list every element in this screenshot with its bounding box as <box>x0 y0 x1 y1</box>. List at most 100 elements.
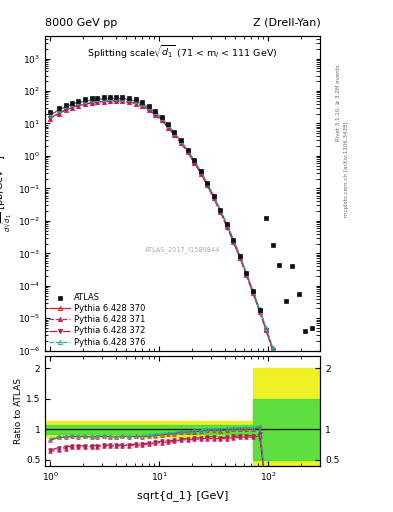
ATLAS <box>178 136 184 144</box>
Line: Pythia 6.428 372: Pythia 6.428 372 <box>48 99 314 484</box>
Pythia 6.428 376 <box>238 253 242 259</box>
Pythia 6.428 371 <box>101 99 106 105</box>
Text: Splitting scale$\sqrt{d_1}$ (71 < m$_l$ < 111 GeV): Splitting scale$\sqrt{d_1}$ (71 < m$_l$ … <box>88 44 278 61</box>
Pythia 6.428 372 <box>178 140 183 146</box>
Pythia 6.428 376 <box>251 288 255 294</box>
ATLAS <box>243 269 250 278</box>
Line: Pythia 6.428 370: Pythia 6.428 370 <box>48 96 314 483</box>
Pythia 6.428 370 <box>290 409 295 415</box>
Pythia 6.428 370 <box>134 98 138 104</box>
Pythia 6.428 372 <box>198 170 203 176</box>
Pythia 6.428 371 <box>231 239 236 245</box>
ATLAS <box>171 128 178 136</box>
Pythia 6.428 372 <box>238 254 242 261</box>
Pythia 6.428 376 <box>211 193 216 199</box>
Bar <box>45 425 253 434</box>
Pythia 6.428 372 <box>120 98 125 104</box>
Pythia 6.428 376 <box>257 306 262 312</box>
Pythia 6.428 376 <box>146 104 151 111</box>
Pythia 6.428 372 <box>270 347 275 353</box>
ATLAS <box>101 93 107 101</box>
Pythia 6.428 376 <box>101 96 106 102</box>
Pythia 6.428 376 <box>48 112 53 118</box>
Pythia 6.428 372 <box>159 117 164 123</box>
Pythia 6.428 370 <box>48 112 53 118</box>
Pythia 6.428 370 <box>57 107 61 113</box>
Pythia 6.428 376 <box>178 138 183 144</box>
Pythia 6.428 371 <box>277 368 281 374</box>
Pythia 6.428 371 <box>244 272 249 279</box>
ATLAS <box>107 93 113 101</box>
Pythia 6.428 372 <box>134 100 138 106</box>
Line: Pythia 6.428 376: Pythia 6.428 376 <box>48 96 314 482</box>
Pythia 6.428 371 <box>283 389 288 395</box>
Pythia 6.428 371 <box>310 479 314 485</box>
Pythia 6.428 372 <box>218 209 223 215</box>
Pythia 6.428 370 <box>89 97 94 103</box>
ATLAS <box>270 241 276 249</box>
Pythia 6.428 371 <box>211 196 216 202</box>
Pythia 6.428 370 <box>146 104 151 111</box>
Pythia 6.428 372 <box>224 223 229 229</box>
Legend: ATLAS, Pythia 6.428 370, Pythia 6.428 371, Pythia 6.428 372, Pythia 6.428 376: ATLAS, Pythia 6.428 370, Pythia 6.428 37… <box>48 291 147 348</box>
ATLAS <box>94 93 100 101</box>
Pythia 6.428 372 <box>257 308 262 314</box>
Bar <box>253 399 320 460</box>
Pythia 6.428 372 <box>303 455 308 461</box>
Pythia 6.428 371 <box>178 140 183 146</box>
Pythia 6.428 371 <box>159 117 164 123</box>
Pythia 6.428 371 <box>48 116 53 122</box>
Pythia 6.428 376 <box>224 221 229 227</box>
Pythia 6.428 376 <box>172 130 177 136</box>
Text: mcplots.cern.ch [arXiv:1306.3438]: mcplots.cern.ch [arXiv:1306.3438] <box>344 121 349 217</box>
Pythia 6.428 371 <box>83 101 88 108</box>
Pythia 6.428 376 <box>283 386 288 392</box>
Pythia 6.428 372 <box>231 239 236 245</box>
ATLAS <box>198 167 204 175</box>
Pythia 6.428 376 <box>120 96 125 102</box>
Pythia 6.428 376 <box>76 99 81 105</box>
ATLAS <box>63 100 69 109</box>
Pythia 6.428 370 <box>101 96 106 102</box>
Pythia 6.428 376 <box>310 477 314 483</box>
ATLAS <box>184 145 191 154</box>
Pythia 6.428 376 <box>127 96 132 102</box>
Pythia 6.428 376 <box>70 101 75 107</box>
Pythia 6.428 376 <box>89 97 94 103</box>
ATLAS <box>276 261 282 269</box>
Pythia 6.428 376 <box>290 408 295 414</box>
Bar <box>45 421 253 437</box>
Pythia 6.428 372 <box>101 98 106 104</box>
Pythia 6.428 372 <box>165 124 170 130</box>
Pythia 6.428 372 <box>107 98 112 104</box>
Pythia 6.428 370 <box>283 387 288 393</box>
Pythia 6.428 371 <box>172 132 177 138</box>
Text: Z (Drell-Yan): Z (Drell-Yan) <box>253 18 320 28</box>
Pythia 6.428 372 <box>283 388 288 394</box>
ATLAS <box>126 94 132 102</box>
Pythia 6.428 371 <box>218 209 223 215</box>
Pythia 6.428 370 <box>251 288 255 294</box>
Pythia 6.428 376 <box>218 207 223 213</box>
Pythia 6.428 372 <box>57 110 61 116</box>
ATLAS <box>145 102 152 110</box>
Pythia 6.428 372 <box>185 149 190 155</box>
ATLAS <box>165 120 171 129</box>
Pythia 6.428 371 <box>296 433 301 439</box>
Pythia 6.428 376 <box>198 168 203 174</box>
Pythia 6.428 370 <box>244 270 249 276</box>
Pythia 6.428 376 <box>83 98 88 104</box>
Pythia 6.428 370 <box>64 103 68 110</box>
Text: ATLAS_2017_I1589844: ATLAS_2017_I1589844 <box>145 247 220 253</box>
Pythia 6.428 371 <box>270 347 275 353</box>
Text: 8000 GeV pp: 8000 GeV pp <box>45 18 118 28</box>
ATLAS <box>289 262 296 270</box>
ATLAS <box>256 306 263 314</box>
Pythia 6.428 372 <box>127 99 132 105</box>
Pythia 6.428 371 <box>95 99 99 105</box>
ATLAS <box>263 214 269 222</box>
Pythia 6.428 372 <box>290 410 295 416</box>
Pythia 6.428 376 <box>192 157 196 163</box>
Line: Pythia 6.428 371: Pythia 6.428 371 <box>48 99 314 485</box>
Pythia 6.428 372 <box>146 106 151 113</box>
